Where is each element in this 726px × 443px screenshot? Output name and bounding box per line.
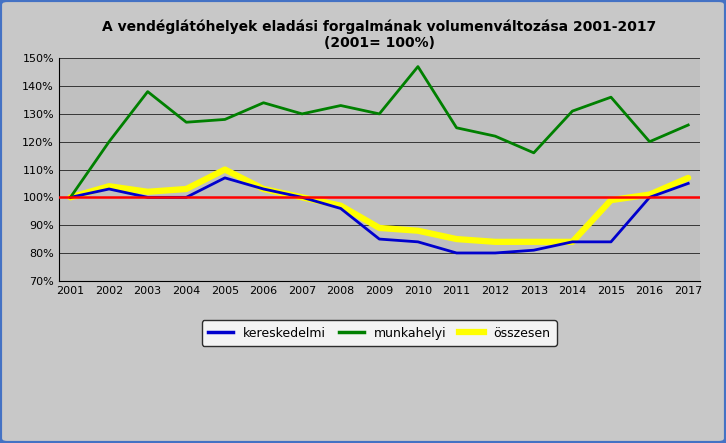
Legend: kereskedelmi, munkahelyi, összesen: kereskedelmi, munkahelyi, összesen xyxy=(202,320,557,346)
Title: A vendéglátóhelyek eladási forgalmának volumenváltozása 2001-2017
(2001= 100%): A vendéglátóhelyek eladási forgalmának v… xyxy=(102,19,656,50)
